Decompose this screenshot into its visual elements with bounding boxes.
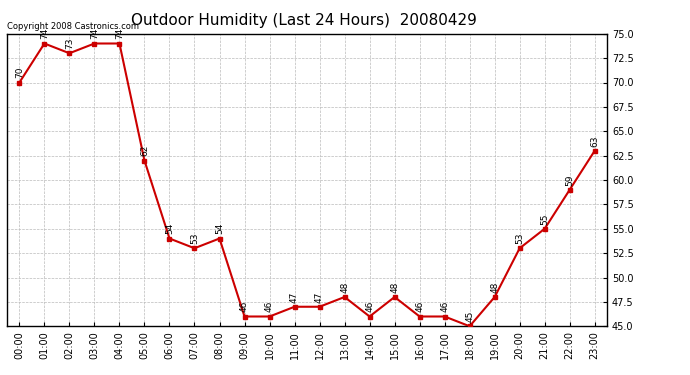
Text: 47: 47 xyxy=(290,291,299,303)
Text: 48: 48 xyxy=(340,282,349,293)
Text: 74: 74 xyxy=(90,28,99,39)
Text: 55: 55 xyxy=(540,213,549,225)
Text: 53: 53 xyxy=(515,232,524,244)
Text: 48: 48 xyxy=(390,282,399,293)
Text: 46: 46 xyxy=(365,301,374,312)
Text: Outdoor Humidity (Last 24 Hours)  20080429: Outdoor Humidity (Last 24 Hours) 2008042… xyxy=(130,13,477,28)
Text: Copyright 2008 Castronics.com: Copyright 2008 Castronics.com xyxy=(7,22,139,31)
Text: 54: 54 xyxy=(215,223,224,234)
Text: 63: 63 xyxy=(590,135,599,147)
Text: 47: 47 xyxy=(315,291,324,303)
Text: 74: 74 xyxy=(40,28,49,39)
Text: 59: 59 xyxy=(565,174,574,186)
Text: 46: 46 xyxy=(440,301,449,312)
Text: 62: 62 xyxy=(140,145,149,156)
Text: 46: 46 xyxy=(240,301,249,312)
Text: 45: 45 xyxy=(465,311,474,322)
Text: 46: 46 xyxy=(415,301,424,312)
Text: 73: 73 xyxy=(65,38,74,49)
Text: 74: 74 xyxy=(115,28,124,39)
Text: 54: 54 xyxy=(165,223,174,234)
Text: 70: 70 xyxy=(15,67,24,78)
Text: 53: 53 xyxy=(190,232,199,244)
Text: 46: 46 xyxy=(265,301,274,312)
Text: 48: 48 xyxy=(490,282,499,293)
